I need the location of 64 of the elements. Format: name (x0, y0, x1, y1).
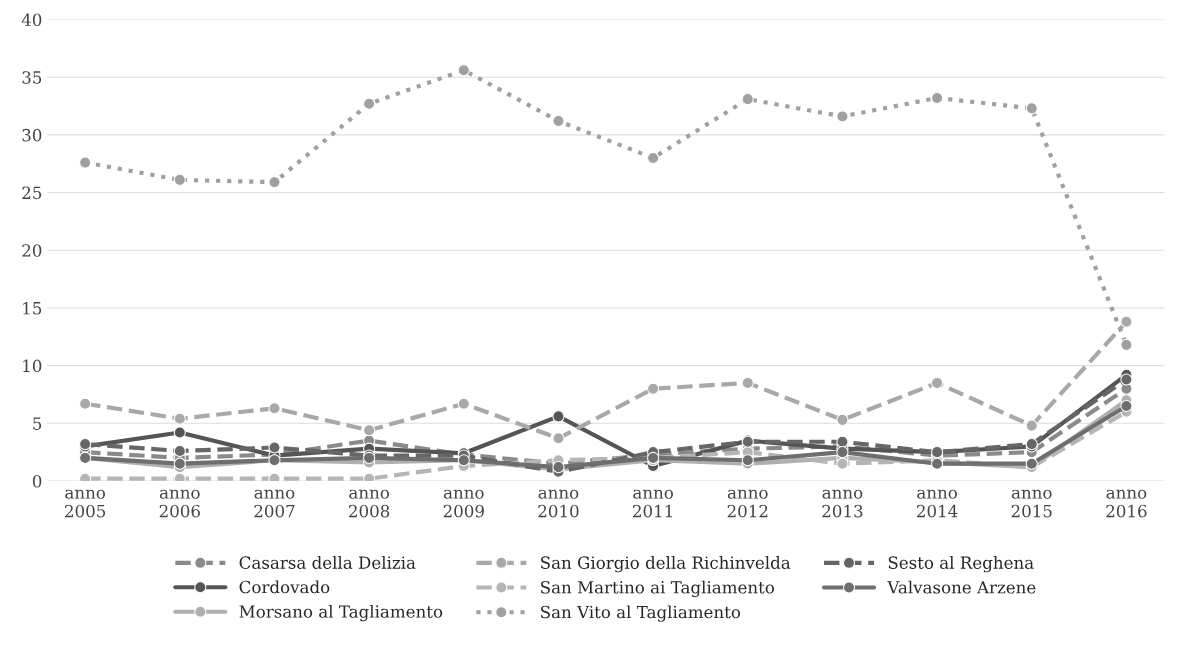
point (647, 382, 660, 395)
point (741, 93, 754, 106)
x-tick-label: anno 2007 (254, 489, 295, 518)
point (363, 97, 376, 110)
point (647, 151, 660, 165)
y-tick-label: 25 (22, 186, 42, 200)
y-tick-label: 35 (22, 71, 42, 84)
y-tick-label: 5 (33, 417, 42, 430)
legend-label: San Vito al Tagliamento (541, 605, 741, 622)
point (173, 173, 186, 186)
point (1120, 399, 1133, 413)
point (173, 457, 186, 470)
point (79, 156, 92, 169)
point (836, 435, 849, 448)
point (268, 176, 281, 189)
x-tick-label: anno 2011 (633, 489, 673, 518)
point (363, 424, 376, 437)
point (836, 457, 849, 470)
legend-label: Valvasone Arzene (887, 580, 1036, 594)
point (268, 402, 281, 415)
point (1120, 315, 1133, 328)
point (836, 110, 849, 123)
x-tick-label: anno 2015 (1011, 489, 1052, 518)
point (1120, 373, 1133, 386)
point (457, 64, 470, 77)
point (268, 441, 281, 454)
point (836, 446, 849, 459)
point (457, 397, 470, 410)
point (173, 412, 186, 425)
point (173, 426, 186, 439)
y-tick-label: 40 (21, 13, 42, 27)
y-tick-label: 20 (22, 244, 42, 257)
legend-label: San Martino ai Tagliamento (541, 580, 775, 598)
legend-label: Sesto al Reghena (888, 555, 1034, 573)
x-tick-label: anno 2005 (65, 489, 106, 518)
x-tick-label: anno 2014 (917, 489, 958, 518)
y-tick-label: 30 (22, 128, 42, 142)
x-tick-label: anno 2012 (727, 489, 768, 518)
point (931, 376, 944, 390)
legend-label: Morsano al Tagliamento (239, 604, 443, 622)
point (741, 376, 754, 390)
point (552, 410, 565, 423)
x-tick-label: anno 2006 (159, 489, 200, 518)
x-tick-label: anno 2008 (349, 489, 390, 518)
point (79, 397, 92, 410)
y-tick-label: 10 (23, 359, 42, 373)
legend-label: Cordovado (239, 580, 330, 594)
point (173, 444, 186, 458)
legend-label: San Giorgio della Richinvelda (541, 555, 791, 573)
y-tick-label: 15 (23, 301, 42, 315)
legend-label: Casarsa della Delizia (239, 555, 416, 569)
point (1025, 419, 1038, 432)
point (1120, 338, 1133, 351)
point (836, 413, 849, 426)
point (931, 91, 944, 105)
point (552, 432, 565, 445)
point (1025, 102, 1038, 115)
x-tick-label: anno 2013 (822, 489, 863, 518)
y-tick-label: 0 (32, 474, 42, 488)
x-tick-label: anno 2009 (443, 489, 484, 518)
point (1025, 457, 1038, 470)
x-tick-label: anno 2010 (538, 489, 579, 518)
x-tick-label: anno 2016 (1106, 489, 1147, 518)
point (552, 114, 565, 128)
